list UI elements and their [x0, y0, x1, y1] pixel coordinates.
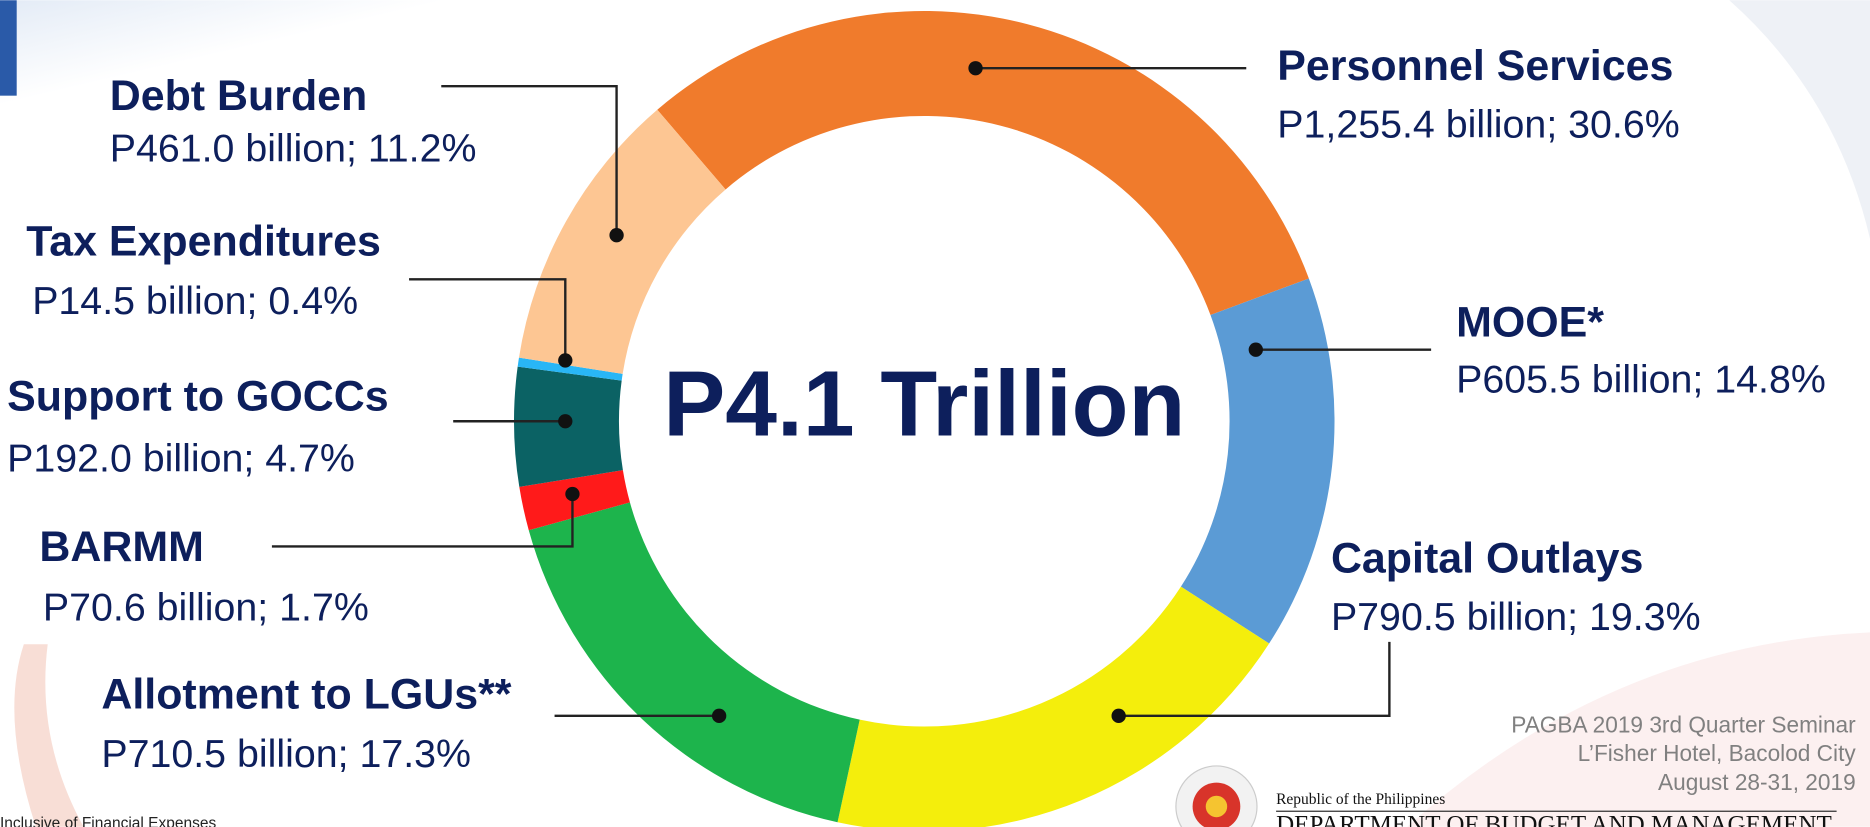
swoosh — [1407, 632, 1870, 827]
donut-segment — [518, 109, 726, 374]
corner-band — [0, 0, 17, 96]
segment-value-label: P1,255.4 billion; 30.6% — [1277, 102, 1679, 146]
segment-name: BARMM — [39, 523, 204, 571]
donut-segment — [837, 586, 1270, 827]
segment-value-label: P710.5 billion; 17.3% — [101, 732, 471, 776]
event-line: August 28-31, 2019 — [1658, 769, 1856, 795]
leader-dot — [558, 414, 573, 429]
leader-dot — [1111, 708, 1126, 723]
donut-segment — [517, 357, 623, 381]
donut — [514, 10, 1335, 827]
donut-segment — [657, 10, 1309, 315]
center-total: P4.1 Trillion — [663, 352, 1185, 456]
footnote: Inclusive of Financial Expenses — [0, 815, 217, 827]
leader-dot — [565, 486, 580, 502]
agency-name: DEPARTMENT OF BUDGET AND MANAGEMENT — [1276, 812, 1832, 827]
segment-name: Allotment to LGUs** — [101, 671, 511, 719]
segment-value-label: P14.5 billion; 0.4% — [32, 279, 358, 323]
leader-dot — [609, 228, 624, 243]
event-line: L’Fisher Hotel, Bacolod City — [1578, 740, 1857, 766]
swoosh — [1729, 0, 1870, 239]
leader-line — [1118, 641, 1391, 718]
segment-name: Personnel Services — [1277, 42, 1673, 90]
event-line: PAGBA 2019 3rd Quarter Seminar — [1511, 712, 1856, 738]
donut-segment — [528, 502, 860, 823]
segment-name: Capital Outlays — [1331, 535, 1643, 583]
segment-name: Debt Burden — [110, 72, 368, 120]
leader-dot — [558, 353, 573, 368]
leader-line — [441, 84, 618, 236]
segment-value-label: P605.5 billion; 14.8% — [1456, 358, 1826, 402]
swoosh — [14, 644, 84, 827]
segment-value-label: P461.0 billion; 11.2% — [110, 126, 477, 170]
leader-dot — [711, 708, 727, 723]
seal-sun — [1205, 795, 1228, 818]
segment-name: Tax Expenditures — [26, 217, 381, 265]
segment-name: MOOE* — [1456, 299, 1604, 347]
leader-line — [271, 494, 574, 548]
leader-dot — [1248, 342, 1263, 357]
donut-segment — [1180, 278, 1335, 644]
swoosh — [0, 0, 561, 132]
leader-line — [409, 278, 567, 361]
agency-country: Republic of the Philippines — [1276, 791, 1445, 808]
labels: Personnel Services P1,255.4 billion; 30.6… — [7, 42, 1826, 776]
segment-name: Support to GOCCs — [7, 373, 389, 421]
segment-value-label: P790.5 billion; 19.3% — [1331, 595, 1701, 639]
segment-value-label: P70.6 billion; 1.7% — [43, 585, 369, 629]
leader-dot — [968, 61, 983, 76]
segment-value-label: P192.0 billion; 4.7% — [7, 436, 355, 480]
